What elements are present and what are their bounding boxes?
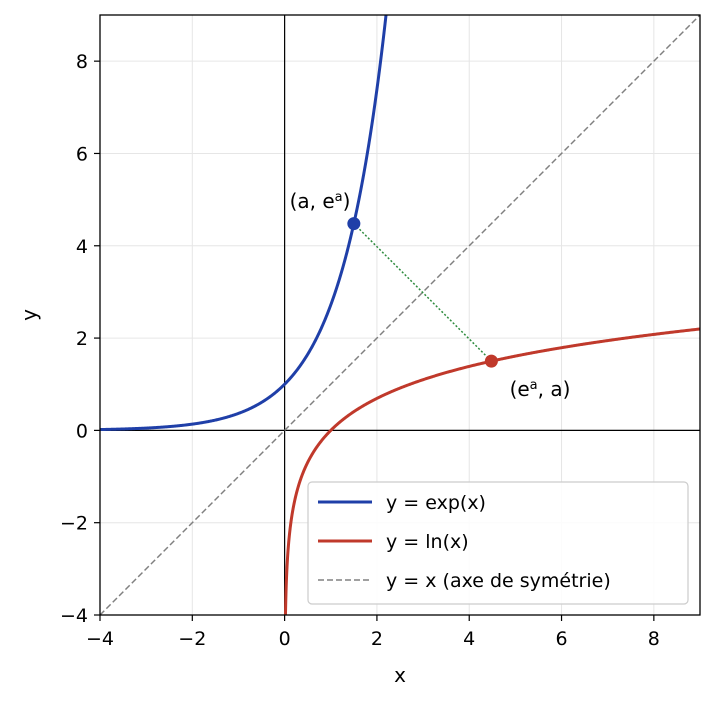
x-tick-label-0: −4 <box>86 628 114 650</box>
x-tick-label-3: 2 <box>371 628 383 650</box>
ticks: −4 −2 0 2 4 6 8 −4 −2 0 2 4 6 8 <box>60 51 660 650</box>
legend-frame <box>307 481 689 605</box>
point-ln-label: (ea, a) <box>510 377 571 401</box>
series-identity-line <box>100 15 700 615</box>
y-tick-label-3: 2 <box>76 328 88 350</box>
x-axis-label: x <box>394 663 406 687</box>
y-tick-label-4: 4 <box>76 236 88 258</box>
point-exp-marker <box>347 217 361 231</box>
plot-frame <box>99 14 701 616</box>
x-tick-label-5: 6 <box>555 628 567 650</box>
point-ln-marker <box>484 354 498 368</box>
legend-label-ln: y = ln(x) <box>386 531 469 553</box>
series-exp-line <box>100 15 388 432</box>
connector-line <box>353 223 492 362</box>
y-tick-label-0: −4 <box>60 605 88 627</box>
series-ln-line <box>283 327 700 615</box>
point-exp-label: (a, ea) <box>290 189 351 213</box>
x-tick-label-4: 4 <box>463 628 475 650</box>
x-tick-label-6: 8 <box>648 628 660 650</box>
legend: y = exp(x) y = ln(x) y = x (axe de symét… <box>307 481 689 605</box>
y-axis-label: y <box>17 309 41 321</box>
grid <box>99 15 700 616</box>
legend-label-identity: y = x (axe de symétrie) <box>386 570 611 592</box>
x-tick-label-2: 0 <box>279 628 291 650</box>
legend-label-exp: y = exp(x) <box>386 492 486 514</box>
y-tick-label-6: 8 <box>76 51 88 73</box>
y-tick-label-1: −2 <box>60 513 88 535</box>
y-tick-label-5: 6 <box>76 143 88 165</box>
y-tick-label-2: 0 <box>76 420 88 442</box>
x-tick-label-1: −2 <box>178 628 206 650</box>
